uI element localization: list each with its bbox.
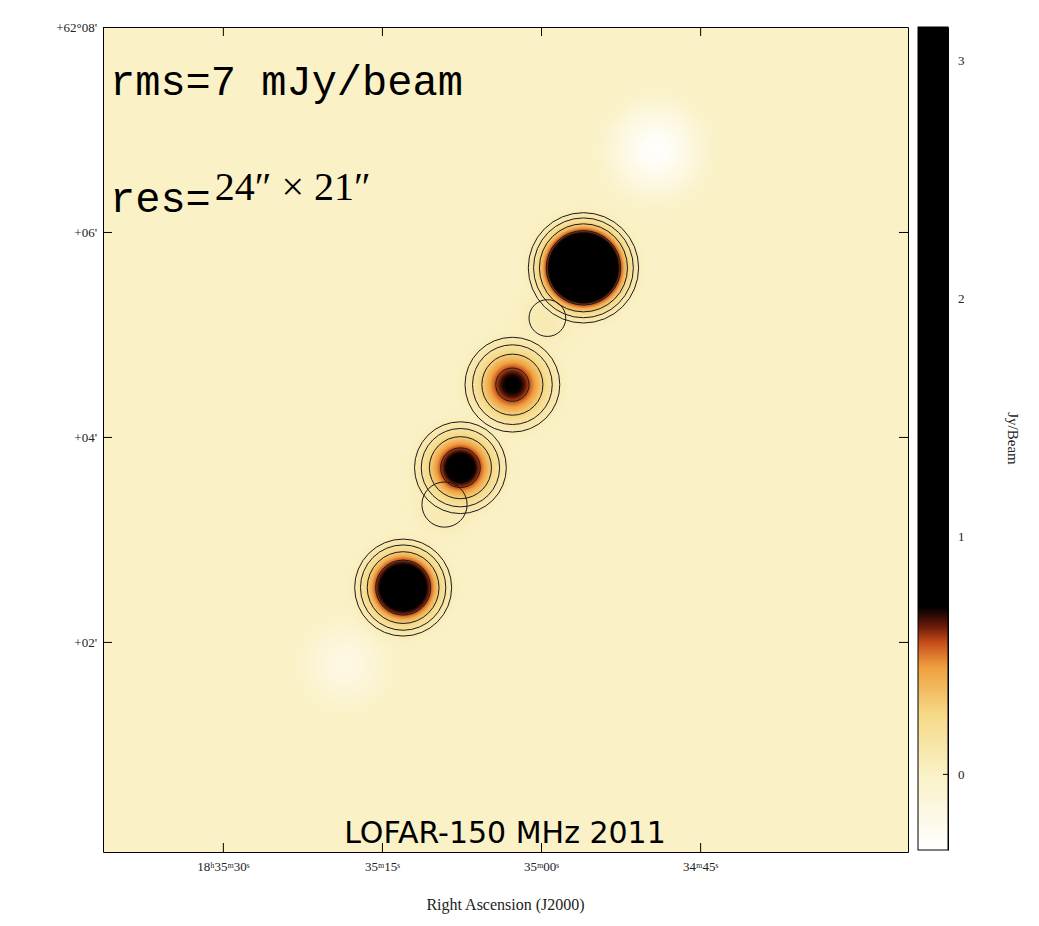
contour — [473, 345, 553, 425]
contour — [534, 218, 634, 318]
tick-mark — [700, 27, 701, 36]
tick: 3 — [943, 53, 965, 68]
axis-line — [908, 28, 909, 853]
tick: +62°08' — [56, 20, 112, 35]
tick-label: 34ᵐ45ˢ — [683, 859, 718, 874]
tick: +04' — [74, 430, 112, 445]
contour — [360, 545, 445, 630]
contour — [465, 337, 560, 432]
image-background — [103, 27, 908, 852]
tick-label: +06' — [74, 225, 97, 240]
x-axis-title: Right Ascension (J2000) — [426, 896, 584, 914]
tick-mark — [103, 27, 112, 28]
chart: 18ʰ35ᵐ30ˢ 35ᵐ15ˢ 35ᵐ00ˢ 34ᵐ45ˢ +62°08' +06' +0… — [0, 0, 1039, 926]
tick-mark — [943, 774, 948, 775]
contour — [496, 368, 529, 401]
tick — [899, 437, 908, 438]
source — [335, 519, 472, 656]
tick — [700, 27, 701, 36]
source — [389, 397, 531, 539]
tick-label: 35ᵐ00ˢ — [524, 859, 559, 874]
tick: 18ʰ35ᵐ30ˢ — [197, 843, 250, 874]
tick-mark — [223, 27, 224, 36]
tick-label: +04' — [74, 430, 97, 445]
x-axis-top — [104, 27, 909, 36]
contour — [482, 354, 543, 415]
colorbar — [918, 27, 948, 850]
contour — [441, 448, 481, 488]
tick-label: 2 — [958, 291, 965, 306]
annotation: 24″ × 21″ — [215, 164, 371, 209]
tick-label: +02' — [74, 635, 97, 650]
contour — [376, 560, 431, 615]
tick-mark — [943, 60, 948, 61]
image — [243, 48, 757, 766]
contour — [355, 539, 452, 636]
contour — [421, 429, 499, 507]
tick: 34ᵐ45ˢ — [683, 843, 718, 874]
axis-line — [103, 28, 104, 853]
annotation: res= — [110, 177, 211, 225]
tick-label: 1 — [958, 529, 965, 544]
annotation: rms=7 mJy/beam — [110, 60, 463, 108]
tick-label: +62°08' — [56, 20, 97, 35]
tick-mark — [223, 843, 224, 852]
tick — [899, 642, 908, 643]
y-axis-right — [899, 28, 909, 853]
tick — [382, 27, 383, 36]
tick-mark — [103, 642, 112, 643]
tick — [541, 27, 542, 36]
contour — [539, 224, 627, 312]
tick-mark — [899, 232, 908, 233]
y-axis: +62°08' +06' +04' +02' — [56, 20, 112, 853]
contour — [528, 213, 638, 323]
tick: 1 — [943, 529, 965, 544]
tick-label: 18ʰ35ᵐ30ˢ — [197, 859, 250, 874]
tick-mark — [103, 232, 112, 233]
contour — [546, 231, 620, 305]
tick: +06' — [74, 225, 112, 240]
colorbar-title: Jy/Beam — [1005, 412, 1021, 465]
title: LOFAR-150 MHz 2011 — [344, 815, 666, 850]
tick: +02' — [74, 635, 112, 650]
contour — [429, 437, 491, 499]
tick-mark — [943, 536, 948, 537]
tick: 2 — [943, 291, 965, 306]
contour — [415, 422, 507, 514]
tick-mark — [700, 843, 701, 852]
tick-mark — [899, 437, 908, 438]
tick-mark — [943, 298, 948, 299]
tick-mark — [899, 642, 908, 643]
tick: 0 — [943, 767, 965, 782]
axis-line — [948, 28, 949, 851]
tick — [899, 232, 908, 233]
tick — [223, 27, 224, 36]
axis-line — [104, 852, 909, 853]
tick-mark — [103, 437, 112, 438]
tick-label: 35ᵐ15ˢ — [365, 859, 400, 874]
contour — [367, 552, 439, 624]
tick-label: 0 — [958, 767, 965, 782]
tick-mark — [899, 27, 908, 28]
contour — [422, 482, 467, 527]
tick — [899, 27, 908, 28]
tick-label: 3 — [958, 53, 965, 68]
tick-mark — [541, 27, 542, 36]
axis-line — [104, 27, 909, 28]
colorbar-axis: 0 1 2 3 — [943, 28, 965, 851]
tick-mark — [382, 27, 383, 36]
